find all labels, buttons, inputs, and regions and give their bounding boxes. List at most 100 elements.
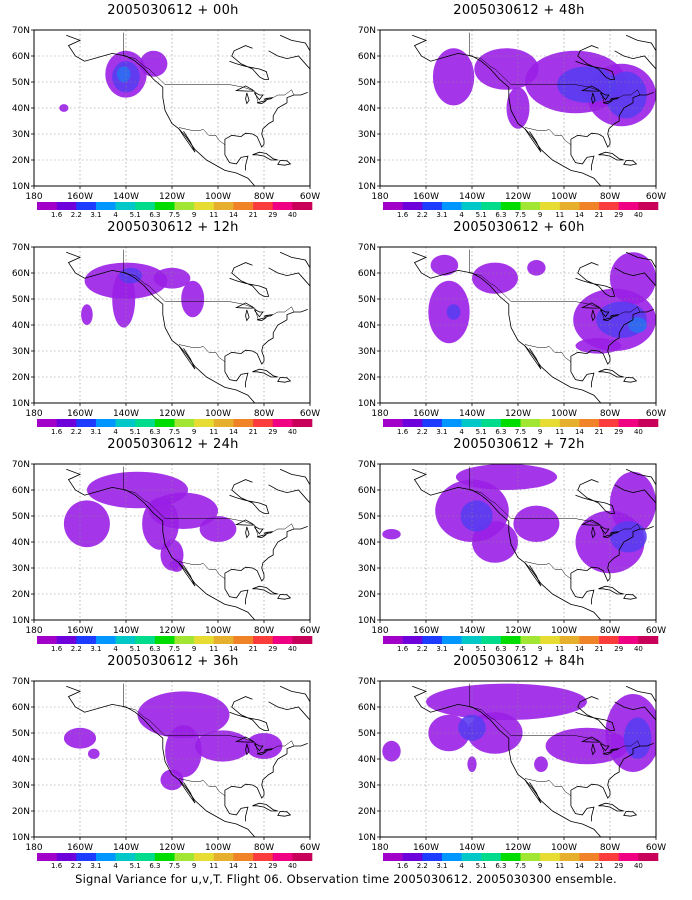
border — [524, 561, 572, 579]
colorbar-label: 29 — [614, 211, 623, 217]
colorbar-swatch — [540, 636, 561, 644]
coastline — [591, 526, 596, 539]
coastline — [252, 368, 278, 378]
coastline — [229, 696, 270, 731]
coastlines — [66, 468, 310, 620]
colorbar-label: 9 — [538, 645, 542, 651]
colorbar-label: 11 — [555, 862, 564, 868]
map-plot: 180 160W 140W 120W 100W 80W 60W 10N 20N 30N 40N 50N… — [12, 243, 320, 434]
border — [123, 32, 295, 104]
colorbar-swatch — [194, 636, 215, 644]
x-tick-label: 100W — [205, 192, 231, 202]
y-tick-label: 70N — [12, 460, 30, 470]
coastline — [178, 128, 196, 153]
colorbar-label: 4 — [113, 645, 118, 651]
colorbar-label: 21 — [249, 645, 258, 651]
colorbar-label: 11 — [209, 211, 218, 217]
y-tick-label: 30N — [358, 564, 376, 574]
colorbar-swatch — [272, 419, 293, 427]
coastline — [224, 92, 308, 148]
colorbar-label: 40 — [288, 428, 297, 434]
coastline — [598, 368, 624, 378]
colorbar-swatch — [95, 419, 116, 427]
x-tick-label: 160W — [67, 626, 93, 636]
colorbar-swatch — [154, 636, 175, 644]
x-tick-label: 140W — [113, 409, 139, 419]
y-tick-label: 50N — [358, 729, 376, 739]
variance-contours — [428, 252, 656, 354]
variance-contour — [88, 748, 100, 759]
y-tick-label: 10N — [12, 182, 30, 192]
colorbar-label: 5.1 — [476, 428, 487, 434]
x-tick-label: 120W — [159, 192, 185, 202]
colorbar-label: 6.3 — [495, 428, 506, 434]
colorbar-swatch — [292, 419, 313, 427]
colorbar-label: 4 — [459, 862, 464, 868]
coastline — [256, 317, 267, 322]
x-tick-label: 100W — [551, 192, 577, 202]
colorbar-label: 2.2 — [71, 645, 82, 651]
colorbar-swatch — [95, 853, 116, 861]
y-tick-label: 70N — [358, 677, 376, 687]
colorbar-swatch — [115, 636, 136, 644]
x-tick-label: 180 — [371, 843, 388, 853]
variance-contour — [610, 471, 656, 535]
x-tick-label: 140W — [459, 409, 485, 419]
colorbar-swatch — [383, 419, 403, 427]
y-tick-label: 20N — [12, 590, 30, 600]
colorbar-swatch — [422, 636, 443, 644]
colorbar-label: 1.6 — [51, 211, 63, 217]
colorbar-swatch — [599, 636, 620, 644]
colorbar-label: 1.6 — [51, 645, 63, 651]
coastline — [245, 526, 250, 539]
x-tick-label: 160W — [413, 192, 439, 202]
coastline — [570, 798, 595, 822]
coastlines — [66, 251, 310, 403]
border — [123, 683, 295, 755]
coastline — [178, 345, 196, 370]
colorbar-label: 1.6 — [397, 211, 409, 217]
coastline — [598, 585, 624, 595]
colorbar-swatch — [135, 853, 156, 861]
colorbar-swatch — [500, 636, 521, 644]
colorbar-swatch — [37, 636, 57, 644]
colorbar-swatch — [520, 419, 541, 427]
coastline — [252, 151, 278, 161]
variance-contour — [458, 714, 486, 741]
colorbar-label: 11 — [209, 862, 218, 868]
colorbar-swatch — [292, 636, 313, 644]
x-tick-label: 120W — [505, 409, 531, 419]
x-tick-label: 180 — [25, 843, 42, 853]
colorbar-swatch — [174, 202, 195, 210]
y-tick-label: 40N — [12, 104, 30, 114]
colorbar: 1.6 2.2 3.1 4 5.1 6.3 7.5 9 11 14 21 29 40 — [383, 853, 659, 868]
colorbar-swatch — [461, 636, 482, 644]
y-tick-label: 60N — [12, 52, 30, 62]
colorbar-swatch — [559, 636, 580, 644]
colorbar-label: 14 — [229, 211, 238, 217]
colorbar-label: 40 — [634, 211, 643, 217]
y-tick-label: 60N — [12, 269, 30, 279]
coastline — [245, 743, 250, 756]
y-tick-label: 10N — [358, 833, 376, 843]
map-plot: 180 160W 140W 120W 100W 80W 60W 10N 20N 30N 40N 50N… — [12, 677, 320, 868]
coastline — [268, 267, 310, 287]
y-tick-label: 20N — [358, 373, 376, 383]
x-tick-label: 60W — [300, 626, 320, 636]
colorbar-label: 1.6 — [397, 645, 409, 651]
coastline — [625, 251, 656, 269]
y-tick-label: 40N — [358, 321, 376, 331]
variance-contours — [382, 683, 656, 772]
colorbar-swatch — [599, 202, 620, 210]
coastline — [623, 160, 638, 166]
panel-title: 2005030612 + 60h — [453, 220, 585, 235]
colorbar-label: 2.2 — [417, 211, 428, 217]
colorbar-swatch — [194, 419, 215, 427]
coastline — [277, 160, 292, 166]
coastline — [614, 267, 656, 287]
colorbar-swatch — [540, 202, 561, 210]
border — [469, 466, 641, 538]
x-tick-label: 60W — [646, 192, 666, 202]
colorbar-label: 29 — [614, 862, 623, 868]
y-tick-label: 70N — [358, 460, 376, 470]
